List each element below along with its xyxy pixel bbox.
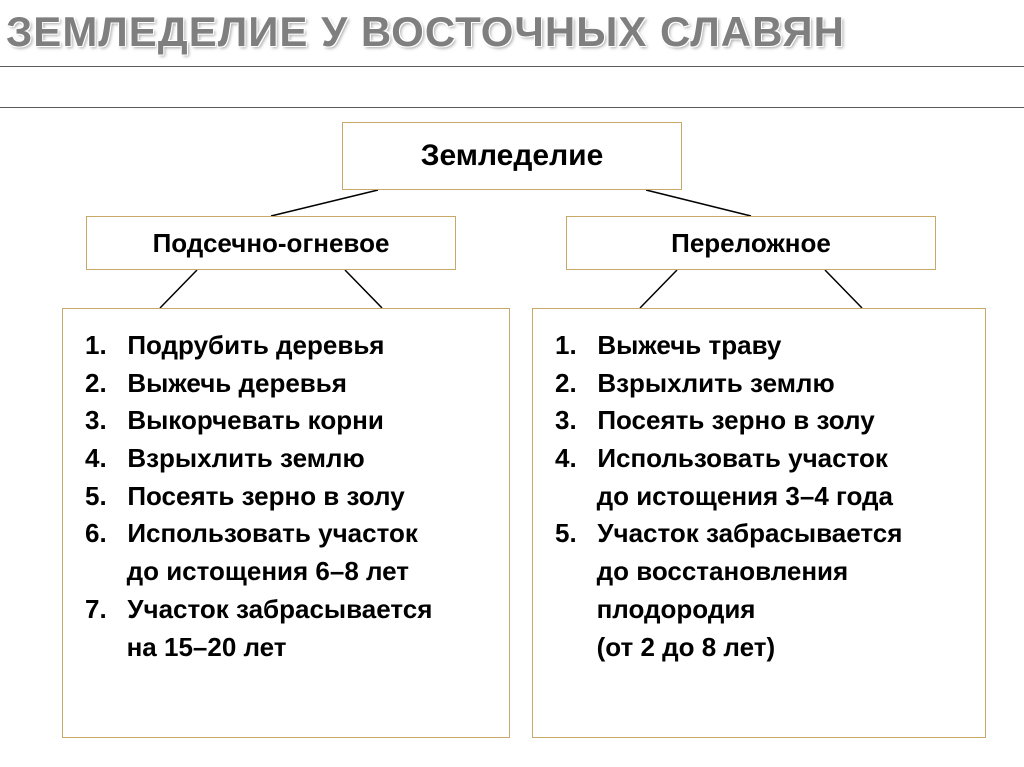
list-item-text: Подрубить деревья bbox=[120, 330, 384, 360]
list-item-number: 2. bbox=[85, 365, 120, 403]
list-item: 4. Использовать участок до истощения 3–4 … bbox=[555, 440, 967, 515]
list-item-text-cont: (от 2 до 8 лет) bbox=[555, 629, 967, 667]
list-item-text: Использовать участок bbox=[590, 443, 888, 473]
list-item-text: Выкорчевать корни bbox=[120, 405, 384, 435]
rule-bottom bbox=[0, 107, 1024, 108]
list-item-text: Выжечь деревья bbox=[120, 368, 347, 398]
list-item-text-cont: до восстановления bbox=[555, 553, 967, 591]
root-label: Земледелие bbox=[421, 139, 604, 173]
list-item-text: Участок забрасывается bbox=[590, 518, 902, 548]
list-item-number: 4. bbox=[85, 440, 120, 478]
list-item: 3. Выкорчевать корни bbox=[85, 402, 491, 440]
list-item-number: 5. bbox=[555, 515, 590, 553]
list-item-text: Посеять зерно в золу bbox=[120, 481, 405, 511]
branch-heading-right: Переложное bbox=[566, 216, 936, 270]
list-item-text-cont: до истощения 6–8 лет bbox=[85, 553, 491, 591]
list-item-number: 1. bbox=[85, 327, 120, 365]
list-item: 2. Выжечь деревья bbox=[85, 365, 491, 403]
list-item-text-cont: до истощения 3–4 года bbox=[555, 478, 967, 516]
list-item-number: 3. bbox=[85, 402, 120, 440]
rule-top bbox=[0, 66, 1024, 67]
list-item-text: Участок забрасывается bbox=[120, 594, 432, 624]
list-item-number: 6. bbox=[85, 515, 120, 553]
list-item-number: 4. bbox=[555, 440, 590, 478]
branch-heading-right-label: Переложное bbox=[671, 228, 831, 259]
list-item-text: Взрыхлить землю bbox=[120, 443, 365, 473]
list-item-text: Посеять зерно в золу bbox=[590, 405, 875, 435]
list-item-text: Использовать участок bbox=[120, 518, 418, 548]
list-item-number: 5. bbox=[85, 478, 120, 516]
list-item-number: 3. bbox=[555, 402, 590, 440]
list-item-text-cont: на 15–20 лет bbox=[85, 629, 491, 667]
list-item: 2. Взрыхлить землю bbox=[555, 365, 967, 403]
page-title: ЗЕМЛЕДЕЛИЕ У ВОСТОЧНЫХ СЛАВЯН bbox=[0, 0, 1024, 60]
branch-heading-left: Подсечно-огневое bbox=[86, 216, 456, 270]
list-item-number: 2. bbox=[555, 365, 590, 403]
list-item-text: Выжечь траву bbox=[590, 330, 781, 360]
list-item: 1. Выжечь траву bbox=[555, 327, 967, 365]
list-item-number: 1. bbox=[555, 327, 590, 365]
steps-box-left: 1. Подрубить деревья2. Выжечь деревья3. … bbox=[62, 308, 510, 738]
list-item: 4. Взрыхлить землю bbox=[85, 440, 491, 478]
list-item-text-cont: плодородия bbox=[555, 591, 967, 629]
steps-list-left: 1. Подрубить деревья2. Выжечь деревья3. … bbox=[85, 327, 491, 666]
list-item: 1. Подрубить деревья bbox=[85, 327, 491, 365]
steps-list-right: 1. Выжечь траву2. Взрыхлить землю3. Посе… bbox=[555, 327, 967, 666]
list-item-text: Взрыхлить землю bbox=[590, 368, 835, 398]
list-item: 3. Посеять зерно в золу bbox=[555, 402, 967, 440]
list-item-number: 7. bbox=[85, 591, 120, 629]
list-item: 6. Использовать участок до истощения 6–8 … bbox=[85, 515, 491, 590]
root-node: Земледелие bbox=[342, 122, 682, 190]
steps-box-right: 1. Выжечь траву2. Взрыхлить землю3. Посе… bbox=[532, 308, 986, 738]
list-item: 7. Участок забрасывается на 15–20 лет bbox=[85, 591, 491, 666]
list-item: 5. Посеять зерно в золу bbox=[85, 478, 491, 516]
branch-heading-left-label: Подсечно-огневое bbox=[153, 228, 390, 259]
list-item: 5. Участок забрасывается до восстановлени… bbox=[555, 515, 967, 666]
